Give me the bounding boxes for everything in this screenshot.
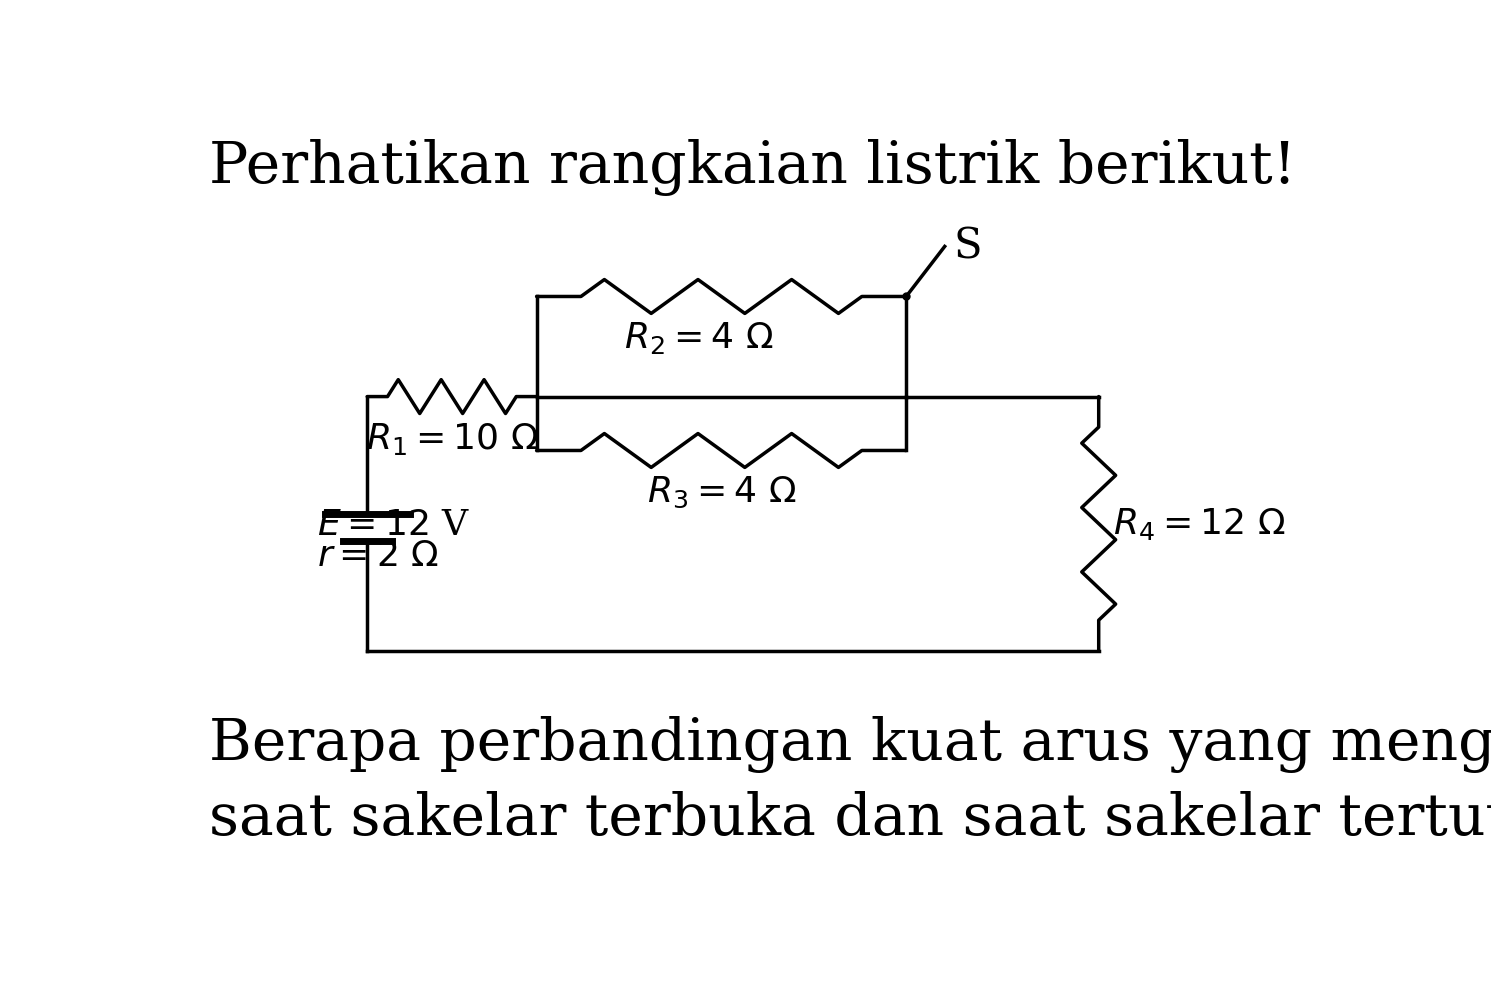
Text: $R_3 = 4\ \Omega$: $R_3 = 4\ \Omega$: [647, 475, 796, 511]
Text: $R_2 = 4\ \Omega$: $R_2 = 4\ \Omega$: [623, 319, 772, 355]
Text: $E = 12$ V: $E = 12$ V: [318, 509, 470, 542]
Text: $R_4 = 12\ \Omega$: $R_4 = 12\ \Omega$: [1112, 506, 1285, 542]
Text: Perhatikan rangkaian listrik berikut!: Perhatikan rangkaian listrik berikut!: [209, 138, 1297, 195]
Text: $r = 2\ \Omega$: $r = 2\ \Omega$: [318, 539, 440, 573]
Text: S: S: [954, 226, 983, 267]
Text: $R_1 = 10\ \Omega$: $R_1 = 10\ \Omega$: [365, 421, 538, 458]
Text: Berapa perbandingan kuat arus yang mengalir
saat sakelar terbuka dan saat sakela: Berapa perbandingan kuat arus yang menga…: [209, 716, 1491, 846]
